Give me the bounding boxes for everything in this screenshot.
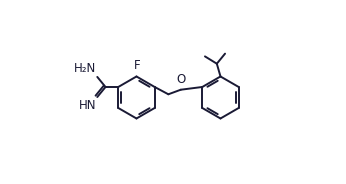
Text: O: O (176, 73, 185, 86)
Text: HN: HN (79, 99, 97, 112)
Text: H₂N: H₂N (74, 63, 97, 75)
Text: F: F (134, 59, 141, 72)
